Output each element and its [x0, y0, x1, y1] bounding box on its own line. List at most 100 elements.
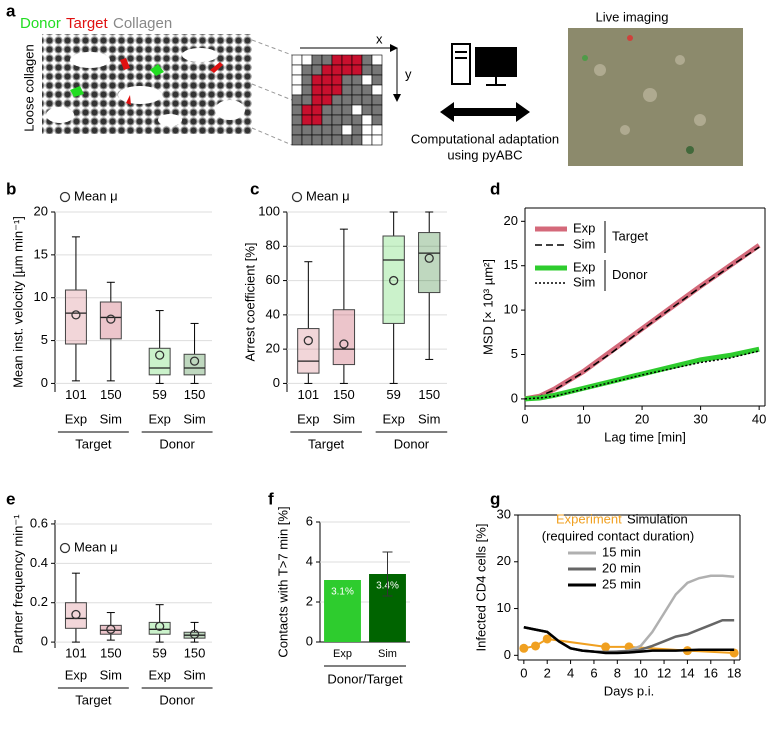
grid-cell	[311, 94, 323, 106]
grid-cell	[331, 94, 343, 106]
grid-cell	[291, 54, 303, 66]
grid-cell	[351, 124, 363, 136]
y-tick-label: 20	[504, 213, 518, 228]
target-label: Target	[66, 15, 109, 32]
group-label: Donor	[159, 692, 195, 707]
x-tick-label: Sim	[333, 411, 355, 426]
grid-cell	[321, 114, 333, 126]
x-tick-label: 8	[614, 665, 621, 680]
data-point	[601, 642, 611, 652]
y-tick-label: 15	[504, 257, 518, 272]
mean-marker	[424, 253, 434, 263]
y-axis-title: MSD [× 10³ µm²]	[480, 259, 495, 355]
grid-cell	[301, 84, 313, 96]
x-tick-label: 18	[727, 665, 741, 680]
y-tick-label: 10	[497, 600, 511, 615]
n-label: 59	[152, 646, 166, 661]
grid-cell	[351, 114, 363, 126]
y-tick-label: 0	[41, 375, 48, 390]
mean-marker	[106, 624, 116, 634]
x-tick-label: Sim	[100, 411, 122, 426]
grid-cell	[341, 94, 353, 106]
grid-cell	[321, 64, 333, 76]
legend-label: Sim	[573, 236, 595, 251]
x-tick-label: 2	[544, 665, 551, 680]
grid-cell	[301, 64, 313, 76]
grid-cell	[321, 124, 333, 136]
value-label: 3.1%	[331, 587, 354, 598]
n-label: 150	[184, 387, 206, 402]
x-tick-label: 10	[633, 665, 647, 680]
grid-cell	[331, 134, 343, 146]
panel-letter: a	[6, 1, 16, 20]
y-tick-label: 2	[306, 593, 313, 608]
grid-cell	[291, 114, 303, 126]
n-label: 150	[184, 646, 206, 661]
grid-cell	[341, 134, 353, 146]
x-tick-label: 40	[752, 411, 766, 426]
y-tick-label: 0	[504, 647, 511, 662]
n-label: 101	[65, 387, 87, 402]
series-line	[524, 346, 760, 402]
y-axis-title: Mean inst. velocity [µm min⁻¹]	[10, 216, 25, 388]
legend-marker	[59, 542, 71, 554]
box	[148, 347, 171, 376]
grid-cell	[341, 124, 353, 136]
grid-cell	[311, 64, 323, 76]
grid-cell	[311, 74, 323, 86]
grid-cell	[331, 84, 343, 96]
n-label: 150	[418, 387, 440, 402]
y-axis-title: Infected CD4 cells [%]	[473, 524, 488, 652]
cells	[70, 58, 223, 105]
grid-cell	[331, 114, 343, 126]
x-tick-label: Exp	[65, 667, 87, 682]
grid-cell	[301, 94, 313, 106]
box	[64, 602, 87, 629]
x-tick-label: Sim	[183, 411, 205, 426]
x-axis-label: x	[376, 31, 383, 46]
x-tick-label: Exp	[382, 411, 404, 426]
grid-cell	[301, 134, 313, 146]
y-tick-label: 6	[306, 513, 313, 528]
x-tick-label: 14	[680, 665, 694, 680]
y-tick-label: 20	[266, 341, 280, 356]
mean-marker	[389, 275, 399, 286]
grid-cell	[311, 114, 323, 126]
legend-label: Exp	[573, 220, 595, 235]
x-axis-title: Donor/Target	[327, 671, 403, 686]
grid-cell	[351, 134, 363, 146]
grid-cell	[331, 54, 343, 66]
x-tick-label: Exp	[65, 411, 87, 426]
grid-cell	[351, 84, 363, 96]
mean-marker	[303, 335, 313, 346]
grid-cell	[371, 84, 383, 96]
y-axis-title: Contacts with T>7 min [%]	[275, 506, 290, 657]
donor-label: Donor	[20, 15, 61, 32]
y-tick-label: 100	[258, 203, 280, 218]
collagen-label: Collagen	[113, 15, 172, 32]
grid-cell	[361, 74, 373, 86]
grid-cell	[341, 84, 353, 96]
grid-cell	[311, 104, 323, 116]
mean-marker	[339, 339, 349, 349]
grid-cell	[321, 54, 333, 66]
box	[332, 309, 356, 366]
grid-cell	[361, 104, 373, 116]
grid-cell	[301, 104, 313, 116]
x-tick-label: 20	[635, 411, 649, 426]
grid-cell	[371, 124, 383, 136]
panel-letter: b	[6, 179, 16, 198]
panel-letter: g	[490, 489, 500, 508]
grid-cell	[371, 64, 383, 76]
grid-cell	[361, 54, 373, 66]
panel-letter: e	[6, 489, 15, 508]
free-space	[46, 48, 245, 126]
grid-cell	[341, 114, 353, 126]
x-tick-label: Exp	[148, 667, 170, 682]
y-axis-label: y	[405, 66, 412, 81]
y-tick-label: 20	[497, 553, 511, 568]
grid-cell	[351, 74, 363, 86]
y-tick-label: 40	[266, 306, 280, 321]
legend-label: Mean μ	[74, 539, 118, 554]
